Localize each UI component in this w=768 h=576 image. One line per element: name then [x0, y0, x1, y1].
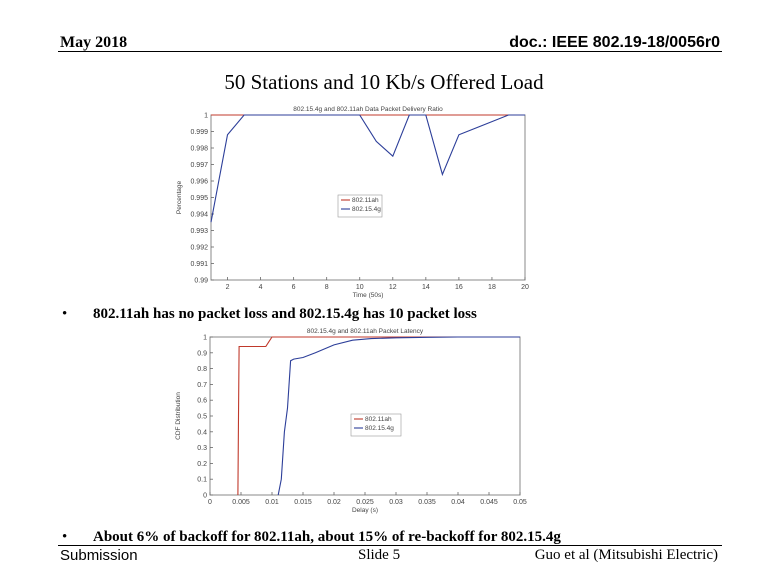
footer-author: Guo et al (Mitsubishi Electric): [534, 547, 718, 563]
footer-divider: [58, 545, 722, 546]
x-tick-label: 0.025: [356, 499, 374, 506]
y-tick-label: 0.992: [190, 245, 208, 252]
footer-slide-number: Slide 5: [358, 547, 401, 563]
x-tick-label: 14: [422, 284, 430, 291]
y-tick-label: 0.991: [190, 261, 208, 268]
x-tick-label: 16: [455, 284, 463, 291]
x-tick-label: 0.005: [232, 499, 250, 506]
y-tick-label: 0.5: [197, 414, 207, 421]
x-axis-label: Delay (s): [352, 507, 378, 514]
legend-label-1: 802.15.4g: [352, 206, 381, 213]
y-tick-label: 0.6: [197, 398, 207, 405]
y-axis-label: Percentage: [176, 180, 183, 214]
x-tick-label: 0.015: [294, 499, 312, 506]
x-tick-label: 20: [521, 284, 529, 291]
x-tick-label: 6: [292, 284, 296, 291]
bullet-marker-2: •: [62, 529, 68, 545]
y-tick-label: 0.996: [190, 179, 208, 186]
x-tick-label: 18: [488, 284, 496, 291]
bullet-text-1: 802.11ah has no packet loss and 802.15.4…: [93, 306, 477, 322]
bullet-text-2: About 6% of backoff for 802.11ah, about …: [93, 529, 561, 545]
x-tick-label: 0.03: [389, 499, 403, 506]
series-line-0: [237, 336, 520, 496]
x-tick-label: 0.04: [451, 499, 465, 506]
x-tick-label: 0.02: [327, 499, 341, 506]
chart-title: 802.15.4g and 802.11ah Data Packet Deliv…: [293, 106, 443, 113]
series-line-1: [277, 336, 520, 496]
y-tick-label: 1: [204, 113, 208, 120]
bullet-marker-1: •: [62, 306, 68, 322]
y-tick-label: 0.7: [197, 382, 207, 389]
y-tick-label: 0.9: [197, 350, 207, 357]
y-tick-label: 0.99: [194, 278, 208, 285]
x-tick-label: 2: [226, 284, 230, 291]
y-tick-label: 0.999: [190, 129, 208, 136]
header-doc-id: doc.: IEEE 802.19-18/0056r0: [509, 34, 720, 51]
x-tick-label: 12: [389, 284, 397, 291]
delivery-ratio-chart: 802.15.4g and 802.11ah Data Packet Deliv…: [176, 106, 529, 299]
x-tick-label: 8: [325, 284, 329, 291]
y-tick-label: 1: [203, 335, 207, 342]
x-tick-label: 4: [259, 284, 263, 291]
y-tick-label: 0.997: [190, 162, 208, 169]
x-tick-label: 0.035: [418, 499, 436, 506]
footer-submission: Submission: [60, 547, 138, 564]
slide-title: 50 Stations and 10 Kb/s Offered Load: [224, 70, 544, 94]
x-tick-label: 0.01: [265, 499, 279, 506]
y-tick-label: 0: [203, 493, 207, 500]
x-tick-label: 0: [208, 499, 212, 506]
y-tick-label: 0.4: [197, 429, 207, 436]
y-tick-label: 0.994: [190, 212, 208, 219]
y-tick-label: 0.1: [197, 477, 207, 484]
header-date: May 2018: [60, 34, 128, 51]
x-axis-label: Time (50s): [353, 292, 384, 299]
y-tick-label: 0.2: [197, 461, 207, 468]
y-tick-label: 0.993: [190, 228, 208, 235]
series-line-1: [210, 114, 525, 223]
header-divider: [58, 51, 722, 52]
latency-chart: 802.15.4g and 802.11ah Packet Latency 0 0.…: [175, 328, 527, 514]
x-tick-label: 0.05: [513, 499, 527, 506]
y-axis-label: CDF Distribution: [175, 392, 182, 440]
legend-label-0: 802.11ah: [352, 197, 379, 204]
legend-label-0: 802.11ah: [365, 416, 392, 423]
chart-title: 802.15.4g and 802.11ah Packet Latency: [307, 328, 424, 335]
x-tick-label: 10: [356, 284, 364, 291]
y-tick-label: 0.995: [190, 195, 208, 202]
legend-box: [350, 413, 402, 437]
y-tick-label: 0.3: [197, 445, 207, 452]
y-tick-label: 0.8: [197, 366, 207, 373]
x-tick-label: 0.045: [480, 499, 498, 506]
y-tick-label: 0.998: [190, 146, 208, 153]
legend-label-1: 802.15.4g: [365, 425, 394, 432]
